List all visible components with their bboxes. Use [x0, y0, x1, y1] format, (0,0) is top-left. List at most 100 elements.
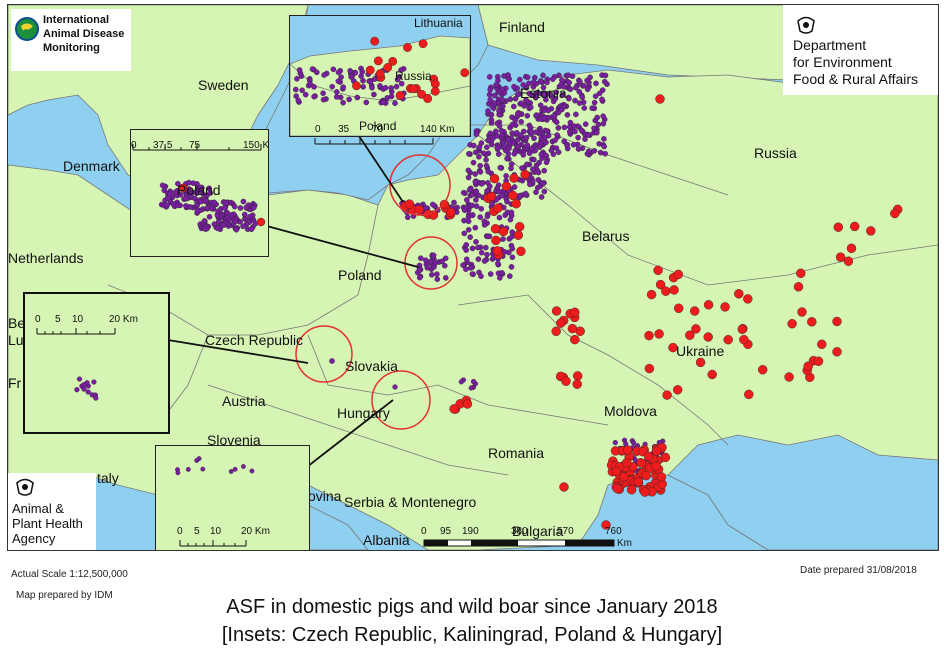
- wild-boar-dot: [544, 79, 550, 86]
- wild-boar-dot: [222, 205, 228, 211]
- wild-boar-dot: [194, 181, 200, 187]
- wild-boar-dot: [183, 195, 189, 202]
- wild-boar-dot: [496, 123, 503, 129]
- globe-icon: [15, 17, 39, 41]
- wild-boar-dot: [499, 192, 505, 199]
- domestic-pig-dot: [685, 330, 695, 340]
- domestic-pig-dot: [669, 285, 679, 295]
- crest-icon: [797, 16, 815, 34]
- wild-boar-dot: [371, 91, 377, 98]
- domestic-pig-dot: [633, 477, 643, 487]
- wild-boar-dot: [477, 214, 484, 220]
- map-frame[interactable]: Finland Sweden Russia Estonia Denmark Ne…: [7, 4, 939, 551]
- wild-boar-dot: [591, 99, 598, 106]
- domestic-pig-dot: [388, 57, 398, 66]
- wild-boar-dot: [498, 269, 505, 276]
- apha-logo-text: Animal & Plant Health Agency: [12, 501, 83, 546]
- inset-czech[interactable]: 0 5 10 20 Km: [23, 292, 170, 434]
- wild-boar-dot: [484, 251, 490, 258]
- wild-boar-dot: [335, 69, 342, 76]
- inset-poland[interactable]: 0 37.5 75 150 Km Poland: [130, 129, 269, 257]
- wild-boar-dot: [533, 129, 539, 135]
- wild-boar-dot: [573, 85, 579, 91]
- wild-boar-dot: [541, 92, 547, 98]
- wild-boar-dot: [565, 72, 572, 78]
- wild-boar-dot: [200, 466, 206, 472]
- wild-boar-dot: [187, 204, 194, 210]
- wild-boar-dot: [463, 242, 470, 248]
- wild-boar-dot: [469, 271, 476, 277]
- wild-boar-dot: [201, 218, 208, 224]
- domestic-pig-dot: [178, 183, 188, 193]
- domestic-pig-dot: [352, 81, 361, 91]
- defra-line-3: Food & Rural Affairs: [793, 71, 919, 87]
- prepared-by-text: Map prepared by IDM: [16, 590, 113, 601]
- wild-boar-dot: [434, 271, 440, 277]
- wild-boar-dot: [566, 79, 573, 86]
- wild-boar-dot: [533, 93, 539, 100]
- wild-boar-dot: [330, 66, 337, 73]
- domestic-pig-dot: [365, 65, 375, 75]
- country-label-belarus: Belarus: [582, 228, 630, 244]
- country-label-slovakia: Slovakia: [345, 358, 398, 374]
- domestic-pig-dot: [611, 466, 621, 477]
- inset-hu-scale-5: 5: [194, 526, 200, 537]
- wild-boar-dot: [495, 151, 502, 157]
- domestic-pig-dot: [492, 246, 502, 256]
- wild-boar-dot: [533, 112, 540, 118]
- wild-boar-dot: [463, 266, 469, 273]
- wild-boar-dot: [346, 96, 352, 103]
- wild-boar-dot: [472, 171, 479, 177]
- wild-boar-dot: [340, 99, 346, 106]
- wild-boar-dot: [175, 467, 180, 472]
- wild-boar-dot: [507, 216, 514, 223]
- wild-boar-dot: [528, 146, 535, 152]
- wild-boar-dot: [188, 193, 195, 199]
- wild-boar-dot: [484, 187, 490, 194]
- inset-hungary-dots: [175, 456, 255, 476]
- wild-boar-dot: [392, 384, 398, 390]
- wild-boar-dot: [194, 207, 201, 214]
- wild-boar-dot: [478, 181, 485, 187]
- wild-boar-dot: [535, 169, 542, 176]
- domestic-pig-dot: [655, 279, 666, 290]
- wild-boar-dot: [76, 376, 83, 382]
- domestic-pig-dot: [668, 342, 678, 353]
- wild-boar-dot: [483, 162, 490, 169]
- inset-kal-lithuania: Lithuania: [414, 16, 463, 30]
- inset-kaliningrad[interactable]: Lithuania Russia Poland 0 35 70 140 Km: [289, 15, 471, 137]
- wild-boar-dot: [240, 198, 247, 205]
- domestic-pig-dot: [673, 269, 683, 280]
- wild-boar-dot: [467, 234, 474, 240]
- wild-boar-dot: [497, 164, 504, 171]
- country-label-austria: Austria: [222, 393, 266, 409]
- domestic-pig-dot: [556, 318, 566, 328]
- crest-icon: [16, 478, 34, 496]
- inset-kal-scale-140: 140 Km: [420, 124, 455, 135]
- wild-boar-dot: [500, 236, 506, 242]
- wild-boar-dot: [340, 84, 347, 90]
- apha-logo: Animal & Plant Health Agency: [8, 473, 96, 550]
- wild-boar-dot: [380, 99, 386, 105]
- wild-boar-dot: [243, 204, 250, 211]
- wild-boar-dot: [469, 245, 476, 252]
- country-label-fr: Fr: [8, 375, 22, 391]
- wild-boar-dot: [321, 72, 327, 78]
- domestic-pig-dot: [403, 43, 412, 52]
- wild-boar-dot: [432, 260, 439, 266]
- wild-boar-dot: [451, 199, 457, 206]
- inset-hungary[interactable]: 0 5 10 20 Km: [155, 445, 310, 550]
- wild-boar-dot: [520, 82, 527, 88]
- inset-czech-map: [36, 328, 116, 401]
- wild-boar-dot: [461, 230, 468, 237]
- wild-boar-dot: [81, 386, 87, 392]
- wild-boar-dot: [424, 264, 431, 271]
- wild-boar-dot: [518, 119, 525, 125]
- domestic-pig-dot: [567, 323, 578, 334]
- wild-boar-dot: [359, 69, 366, 75]
- wild-boar-dot: [473, 131, 480, 138]
- wild-boar-dot: [476, 153, 482, 160]
- wild-boar-dot: [508, 264, 515, 270]
- wild-boar-dot: [404, 214, 411, 221]
- wild-boar-dot: [417, 255, 424, 261]
